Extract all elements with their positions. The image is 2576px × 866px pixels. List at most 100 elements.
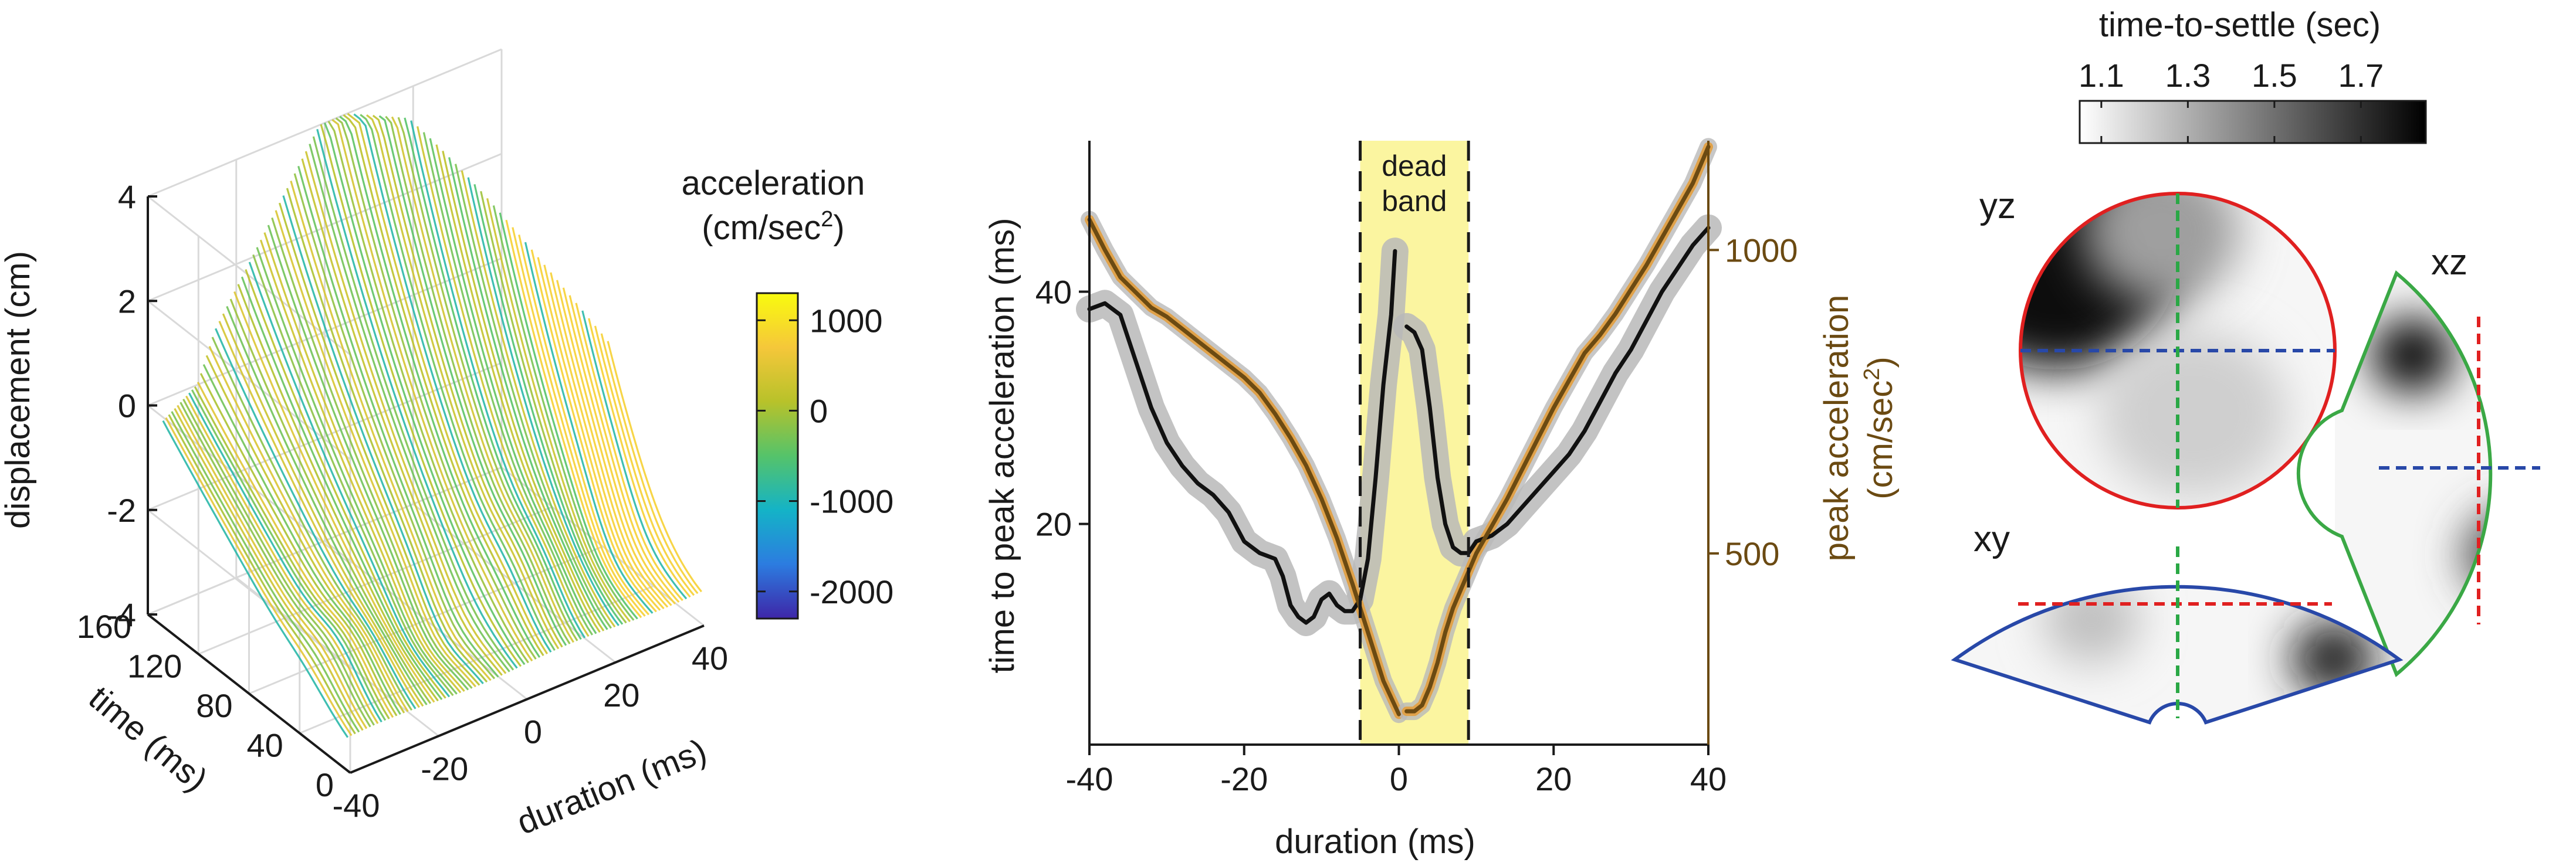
line-left-tick: 20 — [1035, 506, 1072, 543]
surface-line — [461, 170, 616, 628]
acceleration-colorbar-unit: (cm/sec2) — [702, 207, 844, 247]
surface-line — [174, 407, 364, 731]
line-x-tick: 0 — [1390, 760, 1408, 797]
surface-lines — [162, 113, 702, 738]
surface-x-tick: -20 — [421, 750, 468, 787]
surface-line — [237, 284, 439, 702]
surface-y-tick: 40 — [246, 727, 283, 764]
surface-line — [182, 399, 375, 726]
surface-line — [600, 333, 699, 595]
surface-line — [271, 217, 473, 689]
surface-line — [594, 325, 695, 596]
surface-line — [360, 114, 556, 651]
surface-line — [486, 198, 631, 623]
surface-y-tick: 160 — [77, 608, 131, 645]
surface-line — [165, 417, 353, 736]
settle-colorbar — [2079, 100, 2427, 144]
surface-y-tick: 80 — [196, 687, 232, 724]
surface-line — [297, 165, 499, 678]
surface-line — [568, 295, 680, 603]
line-series — [1087, 144, 1711, 716]
line-left-tick: 40 — [1035, 274, 1072, 311]
surface-line — [607, 341, 702, 593]
surface-line — [199, 373, 398, 716]
surface-line — [185, 395, 379, 724]
surface-line — [530, 249, 657, 613]
surface-line — [448, 157, 608, 630]
line-x-tick: -40 — [1066, 760, 1113, 797]
surface-line — [188, 392, 382, 723]
peak-acceleration-line — [1404, 144, 1711, 714]
xy-border — [1951, 585, 2404, 725]
surface-line — [229, 298, 432, 704]
yz-label: yz — [1979, 186, 2016, 226]
surface-line — [518, 235, 650, 616]
surface-line — [309, 144, 510, 673]
heat-blob — [2083, 193, 2241, 302]
xz-label: xz — [2431, 242, 2467, 283]
surface-line — [194, 386, 390, 719]
yz-section: yz — [1979, 186, 2337, 510]
surface-line — [278, 202, 480, 686]
surface-line — [301, 158, 503, 676]
surface-line — [335, 117, 537, 660]
surface-line — [422, 132, 594, 636]
surface-line — [410, 120, 586, 639]
settle-colorbar-tick: 1.7 — [2338, 57, 2384, 94]
heat-blob — [2290, 620, 2377, 697]
surface-line — [263, 232, 465, 692]
surface-line — [442, 151, 605, 631]
surface-line — [480, 191, 627, 624]
surface-x-tick: -40 — [333, 787, 380, 824]
time-to-peak-line — [1087, 249, 1397, 625]
surface-z-tick: 2 — [118, 283, 136, 320]
line-axes: -40 -20 0 20 40 20 40 500 1000 — [1035, 141, 1798, 797]
surface-line — [293, 173, 496, 680]
surface-line — [275, 210, 477, 688]
acceleration-colorbar-title: acceleration — [682, 164, 865, 202]
surface-line — [233, 291, 435, 703]
surface-line — [505, 219, 642, 619]
surface-z-tick: 0 — [118, 388, 136, 424]
surface-line — [248, 262, 451, 698]
acceleration-colorbar-tick: 1000 — [810, 302, 883, 339]
surface-y-tick: 0 — [316, 766, 334, 803]
xy-section: xy — [1951, 519, 2404, 725]
surface-line — [543, 264, 665, 610]
time-to-peak-line — [1404, 226, 1711, 555]
surface-line — [191, 389, 387, 721]
surface-line — [208, 346, 409, 712]
surface-line — [347, 113, 549, 654]
peak-acceleration-line — [1087, 218, 1401, 716]
surface-line — [588, 318, 691, 598]
surface-line — [324, 122, 526, 665]
xy-label: xy — [1974, 519, 2010, 559]
surface-line — [211, 337, 413, 711]
line-right-tick: 500 — [1725, 535, 1779, 572]
surface-line — [215, 328, 417, 709]
surface-line — [417, 126, 590, 637]
surface-x-tick: 40 — [692, 640, 728, 677]
surface-line — [339, 116, 541, 658]
surface-line — [397, 117, 578, 641]
surface-line — [290, 181, 492, 681]
settle-colorbar-title: time-to-settle (sec) — [2099, 6, 2381, 44]
heat-blob — [2099, 328, 2288, 498]
surface-line — [168, 414, 356, 735]
surface-line — [218, 321, 420, 708]
acceleration-colorbar — [756, 292, 799, 620]
surface-line — [499, 212, 638, 620]
acceleration-colorbar-tick: -1000 — [810, 483, 893, 520]
surface-line — [404, 117, 582, 640]
settle-colorbar-tick: 1.3 — [2165, 57, 2211, 94]
heatmap-panel: time-to-settle (sec) 1.1 1.3 1.5 1.7 yz xz — [1951, 6, 2540, 725]
surface-y-tick: 120 — [127, 648, 182, 685]
surface-line — [286, 188, 488, 683]
surface-line — [226, 305, 428, 705]
surface-line — [454, 164, 612, 629]
surface-line — [327, 120, 529, 664]
surface-line — [512, 227, 646, 617]
xz-border — [2296, 270, 2493, 677]
